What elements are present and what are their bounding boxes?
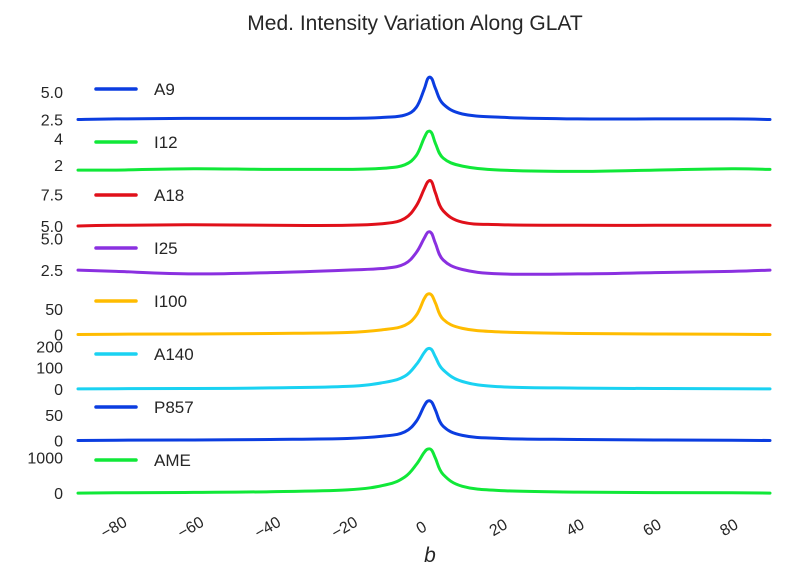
x-tick-label: 0	[414, 518, 430, 537]
panel-ame: 1000 0 AME	[27, 447, 772, 503]
panel-a18: 7.5 5.0 A18	[41, 178, 772, 236]
x-tick-label: 20	[487, 516, 511, 540]
y-tick-label: 5.0	[41, 232, 63, 249]
panel-a9: 5.0 2.5 A9	[41, 75, 772, 130]
series-line-i100	[76, 292, 772, 336]
legend-label-a9: A9	[154, 80, 175, 99]
y-tick-label: 7.5	[41, 187, 63, 204]
y-tick-label: 0	[54, 434, 63, 451]
series-line-a18	[76, 178, 772, 228]
x-tick-label: 80	[717, 516, 741, 540]
x-tick-label: −20	[329, 514, 361, 542]
y-tick-label: 2	[54, 158, 63, 175]
legend-label-ame: AME	[154, 451, 191, 470]
x-axis: −80 −60 −40 −20 0 20 40 60 80	[98, 514, 741, 542]
panel-i12: 4 2 I12	[54, 129, 772, 175]
y-tick-label: 50	[45, 408, 63, 425]
x-tick-label: −80	[98, 514, 130, 542]
legend-label-a18: A18	[154, 186, 184, 205]
y-tick-label: 5.0	[41, 85, 63, 102]
x-tick-label: 40	[564, 516, 588, 540]
x-tick-label: −60	[175, 514, 207, 542]
panel-i100: 50 0 I100	[45, 292, 772, 345]
series-line-i25	[76, 230, 772, 276]
chart-title: Med. Intensity Variation Along GLAT	[247, 12, 583, 35]
x-axis-label: b	[424, 544, 436, 567]
y-tick-label: 2.5	[41, 113, 63, 130]
series-line-a9	[76, 75, 772, 121]
panel-a140: 200 100 0 A140	[36, 340, 772, 399]
y-tick-label: 2.5	[41, 263, 63, 280]
legend-label-a140: A140	[154, 345, 194, 364]
series-line-ame	[76, 447, 772, 495]
legend-label-i12: I12	[154, 133, 178, 152]
legend-label-p857: P857	[154, 398, 194, 417]
y-tick-label: 0	[54, 382, 63, 399]
y-tick-label: 100	[36, 361, 63, 378]
x-tick-label: −40	[252, 514, 284, 542]
series-line-i12	[76, 129, 772, 173]
y-tick-label: 50	[45, 302, 63, 319]
y-tick-label: 5.0	[41, 219, 63, 236]
y-tick-label: 200	[36, 340, 63, 357]
series-line-p857	[76, 399, 772, 442]
legend-label-i25: I25	[154, 239, 178, 258]
panel-i25: 5.0 2.5 I25	[41, 230, 772, 280]
series-line-a140	[76, 346, 772, 391]
panels-layer: 5.0 2.5 A9 4 2 I12 7.5 5.0 A18 5.0 2.5 I25 50 0 I100 20…	[27, 75, 772, 503]
legend-label-i100: I100	[154, 292, 187, 311]
y-tick-label: 4	[54, 131, 63, 148]
y-tick-label: 0	[54, 486, 63, 503]
y-tick-label: 1000	[27, 450, 63, 467]
x-tick-label: 60	[640, 516, 664, 540]
y-tick-label: 0	[54, 328, 63, 345]
panel-p857: 50 0 P857	[45, 398, 772, 451]
